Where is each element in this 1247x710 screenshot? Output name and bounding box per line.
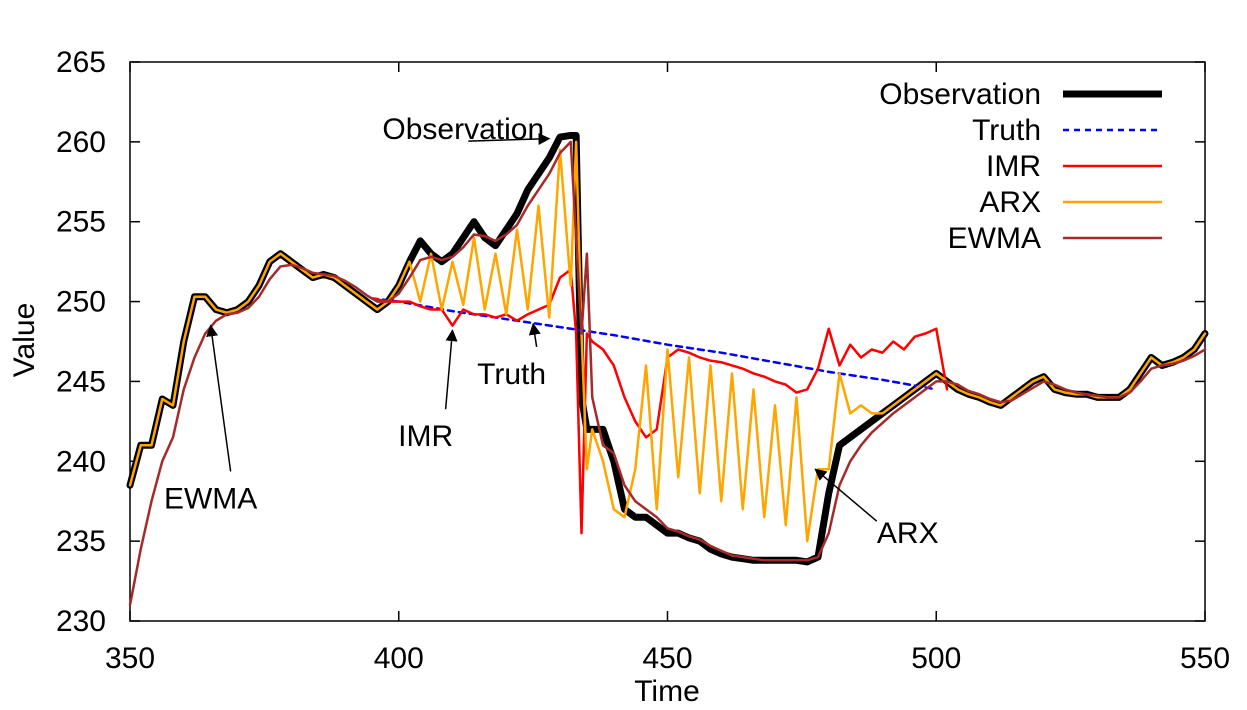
annotation-label-arx: ARX [877,517,939,550]
annotation-label-ewma: EWMA [164,482,257,515]
y-tick-label: 245 [56,365,106,398]
annotation-label-imr: IMR [398,420,453,453]
y-tick-label: 230 [56,605,106,638]
legend-label-arx: ARX [979,186,1041,219]
series-layer [126,131,1209,607]
x-axis-label: Time [634,675,700,708]
legend-label-ewma: EWMA [948,222,1041,255]
plot-frame [129,61,1206,622]
y-tick-label: 255 [56,206,106,239]
annotation-arrow-observation [468,132,551,145]
annotation-arrow-imr [444,329,458,410]
annotation-arrow-arx [814,468,878,522]
x-tick-label: 400 [374,642,424,675]
series-line-arx [128,140,1207,543]
series-line-imr [370,268,949,535]
x-tick-label: 500 [911,642,961,675]
y-ticks: 230 235 240 245 250 255 260 265 [56,46,1205,638]
y-axis-label: Value [8,303,41,378]
x-tick-label: 450 [642,642,692,675]
legend-label-truth: Truth [972,114,1041,147]
y-tick-label: 260 [56,126,106,159]
annotation-label-truth: Truth [477,358,546,391]
legend-label-imr: IMR [986,150,1041,183]
annotation-label-observation: Observation [382,113,544,146]
series-line-truth [370,297,938,391]
x-tick-label: 350 [105,642,155,675]
annotation-arrow-ewma [206,324,232,472]
y-tick-label: 265 [56,46,106,79]
y-tick-label: 250 [56,286,106,319]
x-tick-label: 550 [1180,642,1230,675]
x-ticks: 350 400 450 500 550 [105,62,1230,675]
annotation-layer: Observation IMR Truth EWMA ARX [164,113,939,550]
legend-label-observation: Observation [879,78,1041,111]
y-tick-label: 235 [56,525,106,558]
y-tick-label: 240 [56,445,106,478]
annotation-arrow-truth [528,322,541,347]
plot-area [129,61,1206,622]
series-line-ewma [128,140,1207,607]
